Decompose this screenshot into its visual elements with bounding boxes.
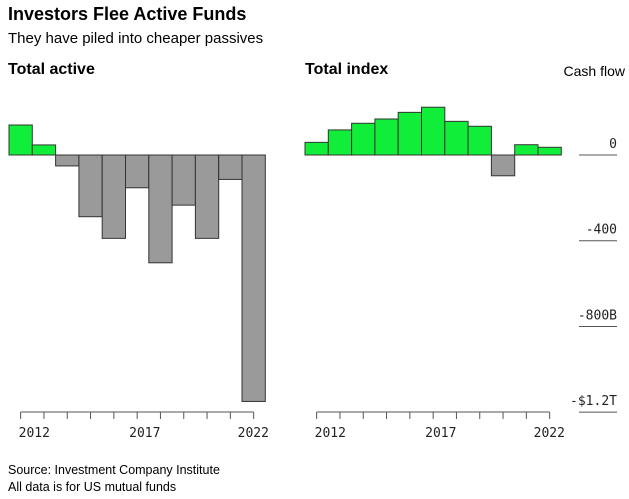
bar-2013: [31, 144, 57, 156]
footer-note: All data is for US mutual funds: [8, 480, 177, 494]
source-note: Source: Investment Company Institute: [8, 463, 220, 477]
bar-2022: [537, 146, 562, 156]
panel-title-index: Total index: [305, 61, 389, 78]
bar-2017: [125, 154, 150, 189]
x-tick-label: 2017: [129, 426, 160, 441]
chart-subtitle: They have piled into cheaper passives: [8, 30, 264, 47]
bar-2012: [8, 124, 33, 156]
y-tick-label: -800B: [578, 308, 617, 323]
x-tick-label: 2022: [534, 426, 565, 441]
bar-2019: [467, 125, 492, 156]
bar-2021: [514, 144, 539, 156]
x-tick-label: 2012: [19, 426, 50, 441]
bar-2020: [194, 154, 220, 239]
bar-2022: [241, 154, 266, 402]
x-tick-label: 2022: [238, 426, 269, 441]
y-tick-label: -$1.2T: [570, 394, 617, 409]
chart-title: Investors Flee Active Funds: [8, 4, 247, 24]
bar-2017: [421, 106, 446, 156]
bar-2018: [444, 120, 469, 156]
bar-2015: [374, 118, 399, 156]
panel-title-active: Total active: [8, 61, 95, 78]
bar-2021: [218, 154, 243, 180]
bar-2014: [351, 122, 376, 156]
bar-2015: [78, 154, 103, 218]
x-tick-label: 2012: [315, 426, 346, 441]
bar-2019: [171, 154, 196, 206]
y-tick-label: -400: [586, 223, 617, 238]
bar-2016: [397, 111, 423, 156]
bar-2016: [101, 154, 126, 239]
y-axis-label: Cash flow: [563, 63, 625, 79]
bar-2020: [490, 154, 516, 177]
x-tick-label: 2017: [425, 426, 456, 441]
bar-2018: [148, 154, 173, 264]
bar-2012: [304, 141, 329, 156]
bar-2013: [327, 129, 353, 156]
bar-2014: [55, 154, 80, 167]
y-tick-label: 0: [609, 137, 617, 152]
